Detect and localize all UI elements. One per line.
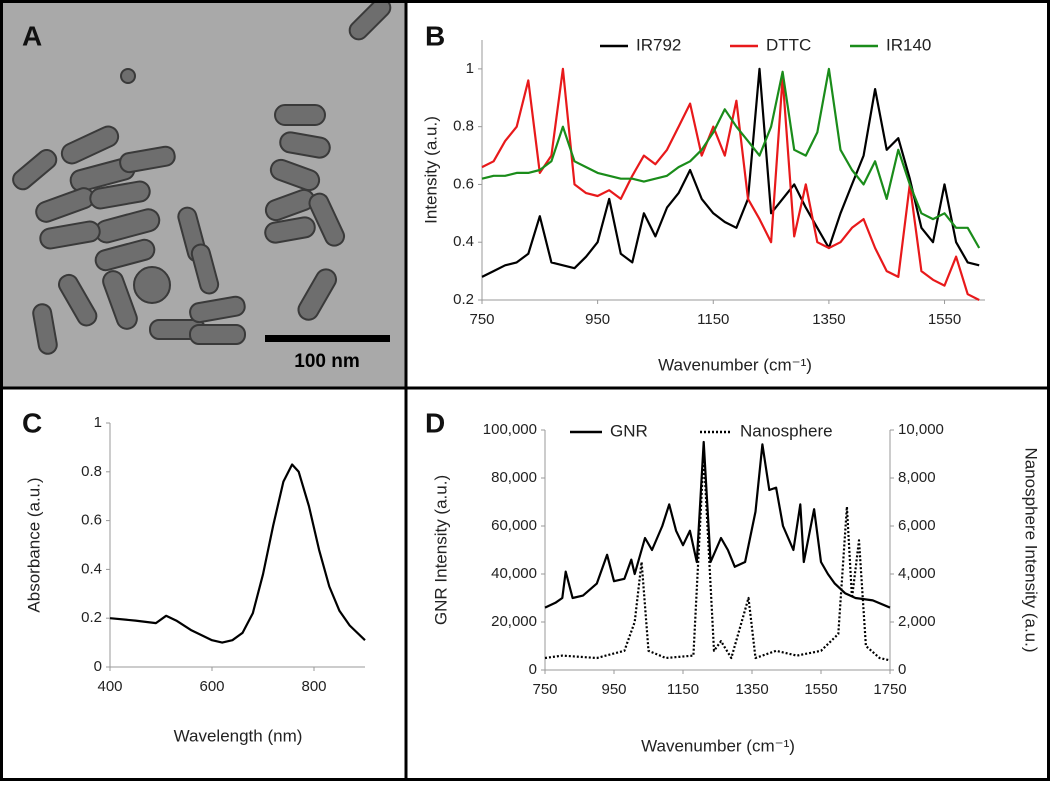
x-tick-label: 400 bbox=[97, 678, 122, 695]
y-tick-label: 0 bbox=[94, 658, 102, 675]
x-axis-label: Wavenumber (cm⁻¹) bbox=[641, 736, 795, 755]
y2-tick-label: 4,000 bbox=[898, 565, 936, 582]
x-tick-label: 1350 bbox=[735, 681, 768, 698]
y-tick-label: 0.6 bbox=[81, 512, 102, 529]
y-tick-label: 0.2 bbox=[81, 609, 102, 626]
x-axis-label: Wavenumber (cm⁻¹) bbox=[658, 355, 812, 374]
x-tick-label: 750 bbox=[532, 681, 557, 698]
legend-label: IR140 bbox=[886, 35, 931, 54]
legend-label: DTTC bbox=[766, 35, 811, 54]
scale-bar-label: 100 nm bbox=[294, 351, 359, 372]
y2-axis-label: Nanosphere Intensity (a.u.) bbox=[1022, 447, 1041, 652]
x-tick-label: 1550 bbox=[804, 681, 837, 698]
legend-label: GNR bbox=[610, 421, 648, 440]
y-tick-label: 1 bbox=[466, 60, 474, 77]
panel-label: D bbox=[425, 407, 445, 438]
x-tick-label: 750 bbox=[469, 311, 494, 328]
x-tick-label: 1750 bbox=[873, 681, 906, 698]
series-line bbox=[481, 67, 981, 249]
y-axis-label: Intensity (a.u.) bbox=[421, 116, 440, 224]
y-tick-label: 0.6 bbox=[453, 175, 474, 192]
series-line bbox=[544, 452, 891, 662]
x-tick-label: 950 bbox=[585, 311, 610, 328]
y2-tick-label: 2,000 bbox=[898, 613, 936, 630]
y-tick-label: 0.8 bbox=[453, 118, 474, 135]
y-tick-label: 0.2 bbox=[453, 291, 474, 308]
y-tick-label: 60,000 bbox=[491, 517, 537, 534]
y-tick-label: 80,000 bbox=[491, 469, 537, 486]
panel-label: B bbox=[425, 20, 445, 51]
scale-bar bbox=[265, 335, 390, 342]
y2-tick-label: 0 bbox=[898, 661, 906, 678]
y2-tick-label: 6,000 bbox=[898, 517, 936, 534]
y-tick-label: 100,000 bbox=[483, 421, 537, 438]
x-axis-label: Wavelength (nm) bbox=[174, 726, 303, 745]
y-axis-label: GNR Intensity (a.u.) bbox=[431, 475, 450, 625]
series-line bbox=[481, 67, 980, 278]
panel-label: C bbox=[22, 407, 42, 438]
x-tick-label: 1350 bbox=[812, 311, 845, 328]
x-tick-label: 800 bbox=[301, 678, 326, 695]
x-tick-label: 1150 bbox=[667, 681, 699, 698]
y-tick-label: 1 bbox=[94, 414, 102, 431]
legend-label: IR792 bbox=[636, 35, 681, 54]
y-tick-label: 20,000 bbox=[491, 613, 537, 630]
x-tick-label: 950 bbox=[601, 681, 626, 698]
y-tick-label: 40,000 bbox=[491, 565, 537, 582]
y2-tick-label: 8,000 bbox=[898, 469, 936, 486]
y2-tick-label: 10,000 bbox=[898, 421, 944, 438]
y-tick-label: 0.4 bbox=[453, 233, 474, 250]
series-line bbox=[544, 440, 891, 609]
nanorods bbox=[12, 0, 392, 355]
x-tick-label: 1550 bbox=[928, 311, 961, 328]
y-tick-label: 0.4 bbox=[81, 560, 102, 577]
legend-label: Nanosphere bbox=[740, 421, 833, 440]
y-tick-label: 0 bbox=[529, 661, 537, 678]
y-axis-label: Absorbance (a.u.) bbox=[24, 477, 43, 612]
series-line bbox=[109, 463, 366, 644]
x-tick-label: 1150 bbox=[697, 311, 729, 328]
x-tick-label: 600 bbox=[199, 678, 224, 695]
y-tick-label: 0.8 bbox=[81, 463, 102, 480]
series-line bbox=[481, 67, 980, 301]
panel-label: A bbox=[22, 20, 42, 51]
